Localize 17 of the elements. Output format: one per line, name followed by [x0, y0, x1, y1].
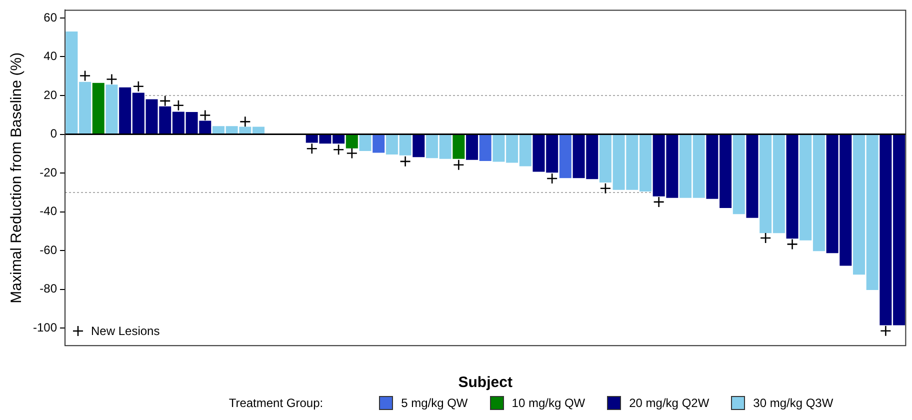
legend-label: 30 mg/kg Q3W — [753, 396, 834, 410]
y-tick-label: 60 — [44, 10, 58, 24]
y-tick-label: -100 — [32, 320, 58, 334]
legend-label: 10 mg/kg QW — [512, 396, 586, 410]
y-tick-label: -40 — [40, 204, 58, 218]
x-axis-title: Subject — [458, 374, 512, 392]
y-tick-label: 40 — [44, 49, 58, 64]
y-tick-label: 0 — [50, 126, 58, 141]
y-tick-label: -60 — [40, 242, 58, 257]
legend-label: 5 mg/kg QW — [401, 396, 468, 410]
legend-title: Treatment Group: — [228, 396, 324, 410]
legend-label: 20 mg/kg Q2W — [629, 396, 710, 410]
y-axis-title: Maximal Reduction from Baseline (%) — [8, 52, 26, 304]
y-tick-label: -80 — [40, 282, 58, 296]
legend-label: New Lesions — [91, 324, 160, 338]
y-tick-label: 20 — [44, 88, 58, 102]
y-tick-label: -20 — [40, 165, 58, 180]
